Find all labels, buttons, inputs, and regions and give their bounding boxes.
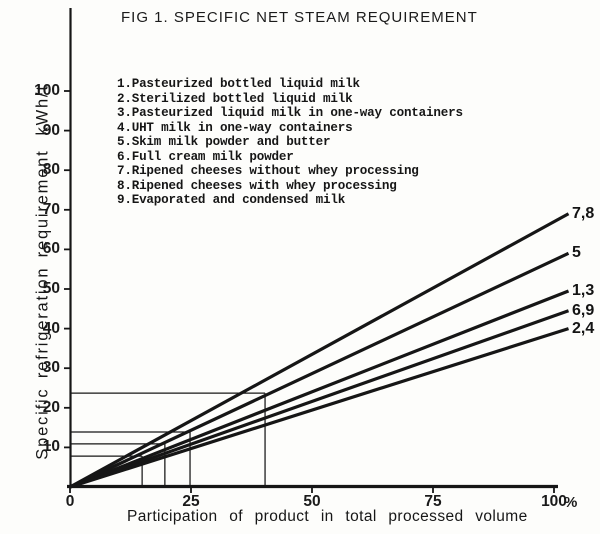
series-line-7-8 [69, 212, 570, 489]
legend-item-8: 8.Ripened cheeses with whey processing [117, 178, 397, 193]
series-line-1-3 [69, 289, 570, 489]
legend: 1.Pasteurized bottled liquid milk 2.Ster… [117, 77, 463, 208]
legend-item-1: 1.Pasteurized bottled liquid milk [117, 77, 360, 91]
series-line-5 [69, 251, 570, 489]
legend-item-9: 9.Evaporated and condensed milk [117, 193, 346, 208]
legend-item-6: 6.Full cream milk powder [117, 149, 294, 164]
legend-item-4: 4.UHT milk in one-way containers [117, 120, 353, 135]
legend-item-7: 7.Ripened cheeses without whey processin… [117, 164, 419, 179]
legend-item-3: 3.Pasteurized liquid milk in one-way con… [117, 106, 463, 121]
legend-item-5: 5.Skim milk powder and butter [117, 135, 331, 150]
legend-item-2: 2.Sterilized bottled liquid milk [117, 91, 353, 106]
series-line-2-4 [69, 327, 570, 489]
figure-title: FIG 1. SPECIFIC NET STEAM REQUIREMENT [121, 9, 478, 26]
x-axis-label: Participation of product in total proces… [127, 508, 528, 525]
x-axis-percent-unit: % [564, 494, 578, 511]
series-line-6-9 [69, 309, 570, 489]
